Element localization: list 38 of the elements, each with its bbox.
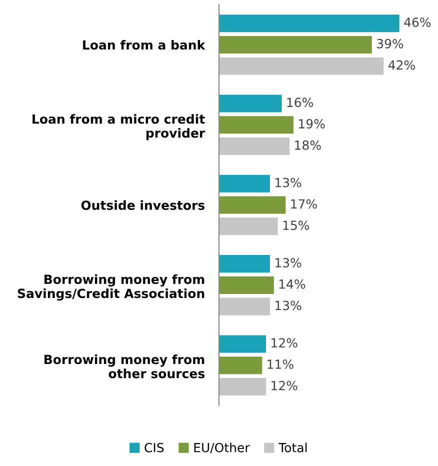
data-label: 15%	[283, 220, 310, 230]
data-label: 11%	[268, 360, 294, 369]
bar	[219, 116, 294, 134]
y-tick-label: Outside investors	[81, 200, 205, 210]
bar	[219, 36, 372, 54]
bar	[219, 356, 262, 374]
data-label: 19%	[299, 119, 325, 129]
bar	[219, 196, 286, 214]
bar	[219, 335, 266, 353]
data-label: 13%	[276, 258, 302, 268]
y-tick-label: Borrowing money from other sources	[44, 354, 205, 378]
legend-label: Total	[278, 442, 307, 452]
bar	[219, 255, 270, 273]
data-label: 17%	[291, 199, 317, 209]
data-label: 16%	[287, 98, 313, 108]
legend-label: EU/Other	[194, 442, 250, 454]
data-label: 18%	[295, 140, 321, 150]
bar	[219, 94, 282, 112]
bar	[219, 218, 278, 236]
bar	[219, 276, 274, 294]
data-label: 13%	[276, 178, 302, 188]
data-label: 12%	[272, 380, 298, 390]
bar	[219, 298, 270, 316]
bar	[219, 378, 266, 396]
bar	[219, 14, 400, 32]
data-label: 14%	[279, 279, 306, 289]
bar	[219, 138, 290, 156]
y-tick-label: Loan from a micro credit provider	[32, 114, 206, 140]
data-label: 12%	[272, 338, 298, 348]
y-tick-label: Loan from a bank	[83, 40, 206, 50]
y-tick-label: Borrowing money from Savings/Credit Association	[18, 274, 204, 301]
data-label: 46%	[404, 18, 431, 27]
data-label: 42%	[388, 60, 415, 70]
data-label: 39%	[377, 38, 404, 48]
data-label: 13%	[276, 300, 302, 310]
bar	[219, 57, 384, 75]
bar	[219, 174, 270, 192]
legend-label: CIS	[144, 442, 164, 452]
